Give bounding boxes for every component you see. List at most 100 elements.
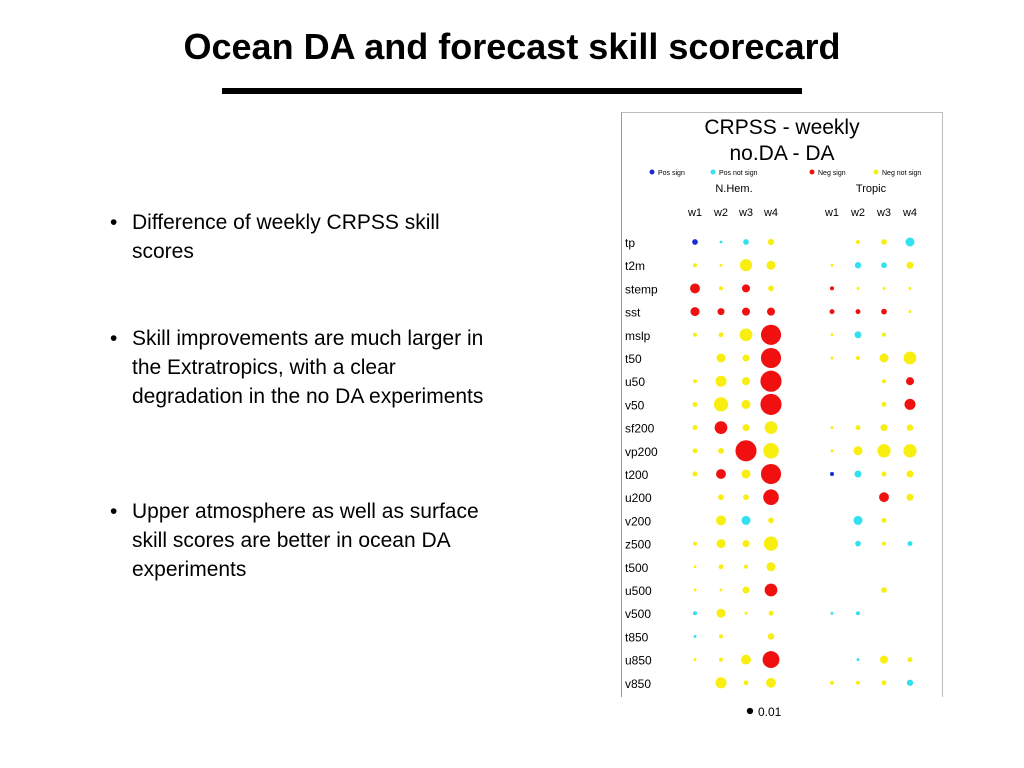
variable-label: t500 (625, 561, 649, 575)
score-dot (856, 658, 860, 662)
score-dot (741, 469, 751, 479)
score-dot (741, 654, 751, 665)
score-dot (718, 494, 724, 501)
score-dot (905, 377, 915, 386)
variable-label: stemp (625, 282, 658, 296)
score-dot (692, 379, 698, 384)
score-dot (854, 470, 862, 478)
score-dot (768, 517, 774, 524)
score-dot (763, 443, 779, 459)
score-dot (881, 262, 887, 269)
variable-label: u50 (625, 375, 645, 389)
week-label: w1 (824, 207, 839, 219)
score-dot (742, 354, 750, 362)
score-dot (692, 611, 698, 616)
score-dot (742, 540, 750, 548)
score-dot (714, 421, 728, 434)
score-dot (760, 347, 782, 369)
score-dot (742, 586, 750, 594)
score-dot (693, 565, 697, 569)
week-label: w1 (687, 207, 702, 219)
score-dot (718, 564, 724, 570)
score-dot (903, 351, 917, 365)
score-dot (690, 307, 700, 317)
bullet-text: Skill improvements are much larger in th… (132, 327, 484, 408)
variable-label: mslp (625, 329, 651, 343)
score-dot (766, 260, 776, 270)
score-dot (906, 493, 914, 501)
score-dot (743, 239, 749, 245)
score-dot (692, 239, 698, 245)
score-dot (719, 240, 723, 244)
score-dot (713, 397, 729, 412)
legend-marker (649, 169, 655, 175)
slide-title: Ocean DA and forecast skill scorecard (183, 26, 841, 67)
week-label: w3 (738, 207, 753, 219)
score-dot (693, 588, 697, 592)
scorecard-panel (621, 112, 943, 697)
score-dot (741, 515, 751, 525)
score-dot (877, 444, 891, 458)
score-dot (855, 355, 861, 361)
region-header: N.Hem. (715, 183, 752, 195)
score-dot (768, 610, 774, 616)
score-dot (692, 401, 698, 407)
legend-label: Pos sign (658, 170, 685, 177)
size-legend-marker (746, 707, 754, 715)
score-dot (905, 237, 915, 247)
score-dot (766, 307, 776, 316)
score-dot (906, 470, 914, 478)
score-dot (692, 263, 698, 268)
score-dot (880, 424, 888, 432)
score-dot (829, 286, 835, 291)
score-dot (715, 677, 727, 689)
variable-label: v200 (625, 514, 651, 528)
chart-title: CRPSS - weekly (704, 116, 860, 139)
score-dot (742, 424, 750, 432)
variable-label: sst (625, 306, 641, 320)
score-dot (854, 262, 862, 269)
week-label: w2 (850, 207, 865, 219)
legend-label: Neg not sign (882, 170, 921, 177)
score-dot (764, 421, 778, 434)
score-dot (692, 541, 698, 546)
score-dot (716, 608, 726, 618)
week-label: w3 (876, 207, 891, 219)
score-dot (766, 677, 776, 688)
score-dot (743, 680, 749, 686)
score-dot (718, 447, 724, 454)
score-dot (766, 562, 776, 572)
bullet-text: Upper atmosphere as well as surface skil… (132, 500, 479, 581)
score-dot (879, 353, 889, 363)
score-dot (853, 515, 863, 525)
score-dot (903, 444, 917, 458)
score-dot (718, 634, 724, 639)
score-dot (881, 587, 887, 593)
week-label: w2 (713, 207, 728, 219)
score-dot (760, 324, 782, 345)
variable-label: u200 (625, 491, 652, 505)
score-dot (768, 285, 774, 292)
score-dot (856, 286, 860, 290)
variable-label: v500 (625, 607, 651, 621)
score-dot (693, 658, 697, 662)
region-header: Tropic (856, 183, 887, 195)
variable-label: u500 (625, 584, 652, 598)
score-dot (716, 515, 726, 526)
score-dot (717, 308, 725, 316)
score-dot (904, 398, 916, 410)
score-dot (829, 680, 835, 685)
score-dot (908, 310, 912, 314)
score-dot (692, 471, 698, 477)
score-dot (881, 239, 887, 245)
score-dot (830, 356, 834, 360)
score-dot (719, 588, 723, 592)
score-dot (763, 536, 779, 551)
score-dot (908, 286, 912, 290)
score-dot (830, 263, 834, 267)
variable-label: sf200 (625, 422, 655, 436)
title-underline (222, 88, 802, 94)
legend-label: Pos not sign (719, 170, 758, 177)
score-dot (767, 633, 775, 640)
score-dot (879, 655, 889, 664)
